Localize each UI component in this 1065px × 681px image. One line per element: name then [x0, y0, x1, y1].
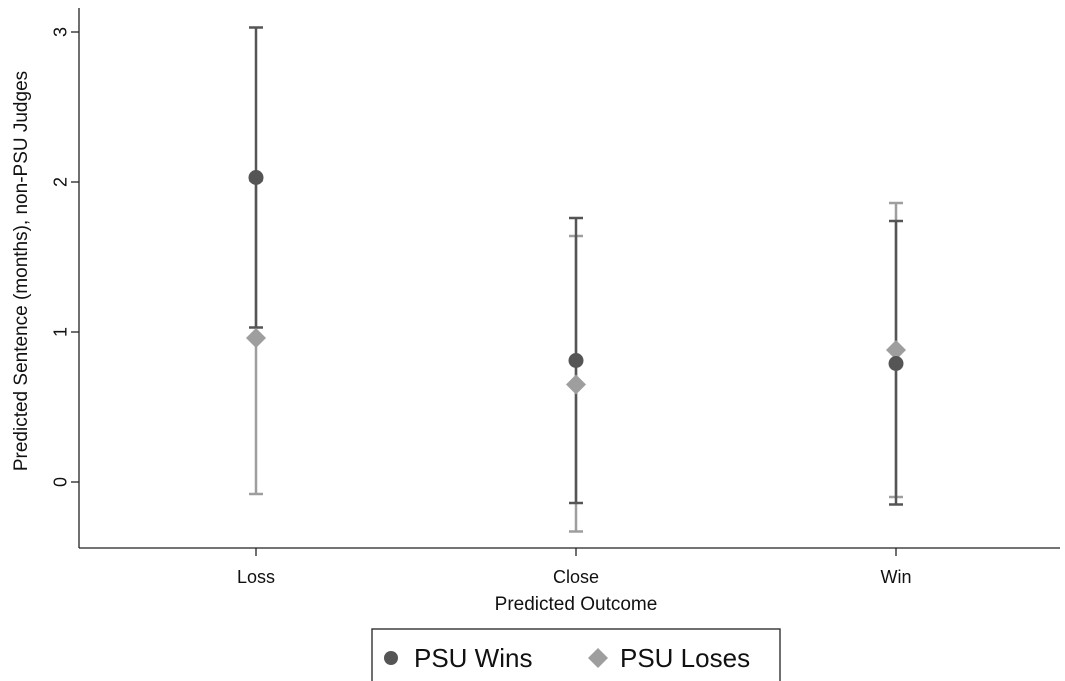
- point-psu-loses-0: [246, 328, 266, 348]
- x-tick-label-1: Close: [553, 567, 599, 587]
- legend-marker-psu-loses: [588, 648, 608, 668]
- y-tick-label-3: 3: [50, 27, 70, 37]
- x-tick-label-0: Loss: [237, 567, 275, 587]
- point-psu-wins-2: [888, 356, 904, 371]
- y-tick-label-2: 2: [50, 177, 70, 187]
- y-ticks: 0 1 2 3: [50, 27, 79, 487]
- legend: PSU Wins PSU Loses: [371, 628, 781, 681]
- legend-label-psu-wins: PSU Wins: [414, 643, 532, 673]
- point-psu-wins-1: [568, 353, 584, 368]
- legend-box: [371, 628, 781, 681]
- legend-label-psu-loses: PSU Loses: [620, 643, 750, 673]
- point-psu-loses-1: [566, 374, 586, 395]
- y-tick-label-0: 0: [50, 477, 70, 487]
- axes: [78, 8, 1060, 549]
- point-psu-loses-2: [886, 340, 906, 360]
- legend-marker-psu-wins: [384, 651, 398, 665]
- x-tick-label-2: Win: [881, 567, 912, 587]
- y-axis-title: Predicted Sentence (months), non-PSU Jud…: [11, 71, 32, 471]
- x-axis-title: Predicted Outcome: [495, 594, 658, 615]
- x-ticks: Loss Close Win: [237, 548, 912, 587]
- series-layer: [246, 26, 906, 533]
- point-psu-wins-0: [248, 170, 264, 185]
- y-tick-label-1: 1: [50, 327, 70, 337]
